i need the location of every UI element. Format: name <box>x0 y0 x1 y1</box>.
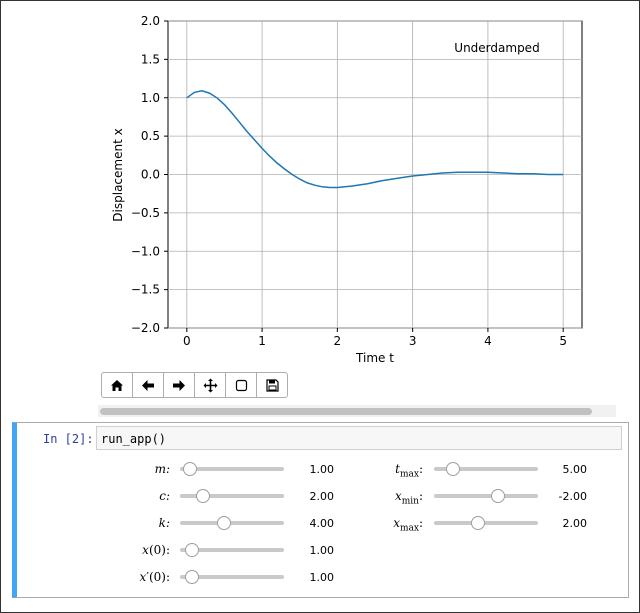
slider-handle-m[interactable] <box>183 462 198 476</box>
y-tick-label: 0.0 <box>141 168 160 182</box>
home-button[interactable] <box>101 372 133 398</box>
slider-value-v0: 1.00 <box>309 571 335 584</box>
x-tick-label: 2 <box>334 334 342 348</box>
line-chart: 0 1 2 3 4 5 2.0 1.5 1.0 0.5 0.0 −0.5 −1.0 −1.5 −2.0 U… <box>111 14 583 365</box>
x-axis-ticks: 0 1 2 3 4 5 <box>183 328 567 348</box>
slider-track-xmin[interactable] <box>434 494 538 498</box>
slider-label-k: k: <box>158 516 170 530</box>
annotation-label: Underdamped <box>454 41 539 55</box>
y-tick-label: 0.5 <box>141 129 160 143</box>
y-tick-label: −1.0 <box>131 244 160 258</box>
zoom-button[interactable] <box>225 372 257 398</box>
slider-handle-c[interactable] <box>195 489 210 503</box>
slider-label-c: c: <box>159 489 170 503</box>
back-button[interactable] <box>132 372 164 398</box>
slider-label-tmax: tmax: <box>395 462 423 480</box>
slider-label-xmin: xmin: <box>394 489 423 507</box>
slider-track-v0[interactable] <box>180 575 284 579</box>
slider-label-x0: x(0): <box>142 543 170 557</box>
slider-track-xmax[interactable] <box>434 521 538 525</box>
save-button[interactable] <box>256 372 288 398</box>
code-input[interactable]: run_app() <box>96 426 622 450</box>
slider-value-tmax: 5.00 <box>562 463 588 476</box>
x-axis-label: Time t <box>355 351 394 365</box>
slider-value-xmax: 2.00 <box>562 517 588 530</box>
displacement-series-line <box>186 90 564 189</box>
slider-label-m: m: <box>154 462 170 476</box>
figure-toolbar <box>101 372 288 398</box>
x-tick-label: 0 <box>183 334 191 348</box>
slider-handle-xmax[interactable] <box>470 516 485 530</box>
slider-handle-xmin[interactable] <box>491 489 506 503</box>
y-axis-label: Displacement x <box>111 128 125 221</box>
slider-handle-k[interactable] <box>216 516 231 530</box>
y-tick-label: −0.5 <box>131 206 160 220</box>
back-arrow-icon <box>142 379 154 391</box>
y-tick-label: −1.5 <box>131 283 160 297</box>
slider-track-tmax[interactable] <box>434 467 538 471</box>
slider-track-k[interactable] <box>180 521 284 525</box>
slider-label-v0: x′(0): <box>139 570 170 584</box>
slider-handle-v0[interactable] <box>185 570 200 584</box>
x-tick-label: 4 <box>484 334 492 348</box>
y-tick-label: 1.5 <box>141 52 160 66</box>
x-tick-label: 5 <box>559 334 567 348</box>
slider-value-x0: 1.00 <box>309 544 335 557</box>
zoom-rect-icon <box>235 379 247 391</box>
y-axis-ticks: 2.0 1.5 1.0 0.5 0.0 −0.5 −1.0 −1.5 −2.0 <box>131 14 168 335</box>
slider-handle-x0[interactable] <box>185 543 200 557</box>
slider-track-m[interactable] <box>180 467 284 471</box>
cell-prompt: In [2]: <box>43 432 94 446</box>
y-tick-label: −2.0 <box>131 321 160 335</box>
forward-button[interactable] <box>163 372 195 398</box>
slider-value-m: 1.00 <box>309 463 335 476</box>
slider-value-c: 2.00 <box>309 490 335 503</box>
notebook-cell[interactable] <box>12 422 629 598</box>
save-icon <box>265 378 279 392</box>
x-tick-label: 3 <box>409 334 417 348</box>
forward-arrow-icon <box>173 379 185 391</box>
slider-handle-tmax[interactable] <box>445 462 460 476</box>
slider-label-xmax: xmax: <box>393 516 423 534</box>
pan-button[interactable] <box>194 372 226 398</box>
slider-track-x0[interactable] <box>180 548 284 552</box>
slider-value-xmin: -2.00 <box>558 490 587 503</box>
y-tick-label: 2.0 <box>141 14 160 28</box>
grid-lines <box>168 20 582 329</box>
slider-track-c[interactable] <box>180 494 284 498</box>
slider-value-k: 4.00 <box>309 517 335 530</box>
scrollbar-thumb[interactable] <box>100 408 592 415</box>
y-tick-label: 1.0 <box>141 91 160 105</box>
horizontal-scrollbar[interactable] <box>98 405 616 417</box>
x-tick-label: 1 <box>258 334 266 348</box>
pan-icon <box>203 378 217 392</box>
home-icon <box>111 379 123 391</box>
